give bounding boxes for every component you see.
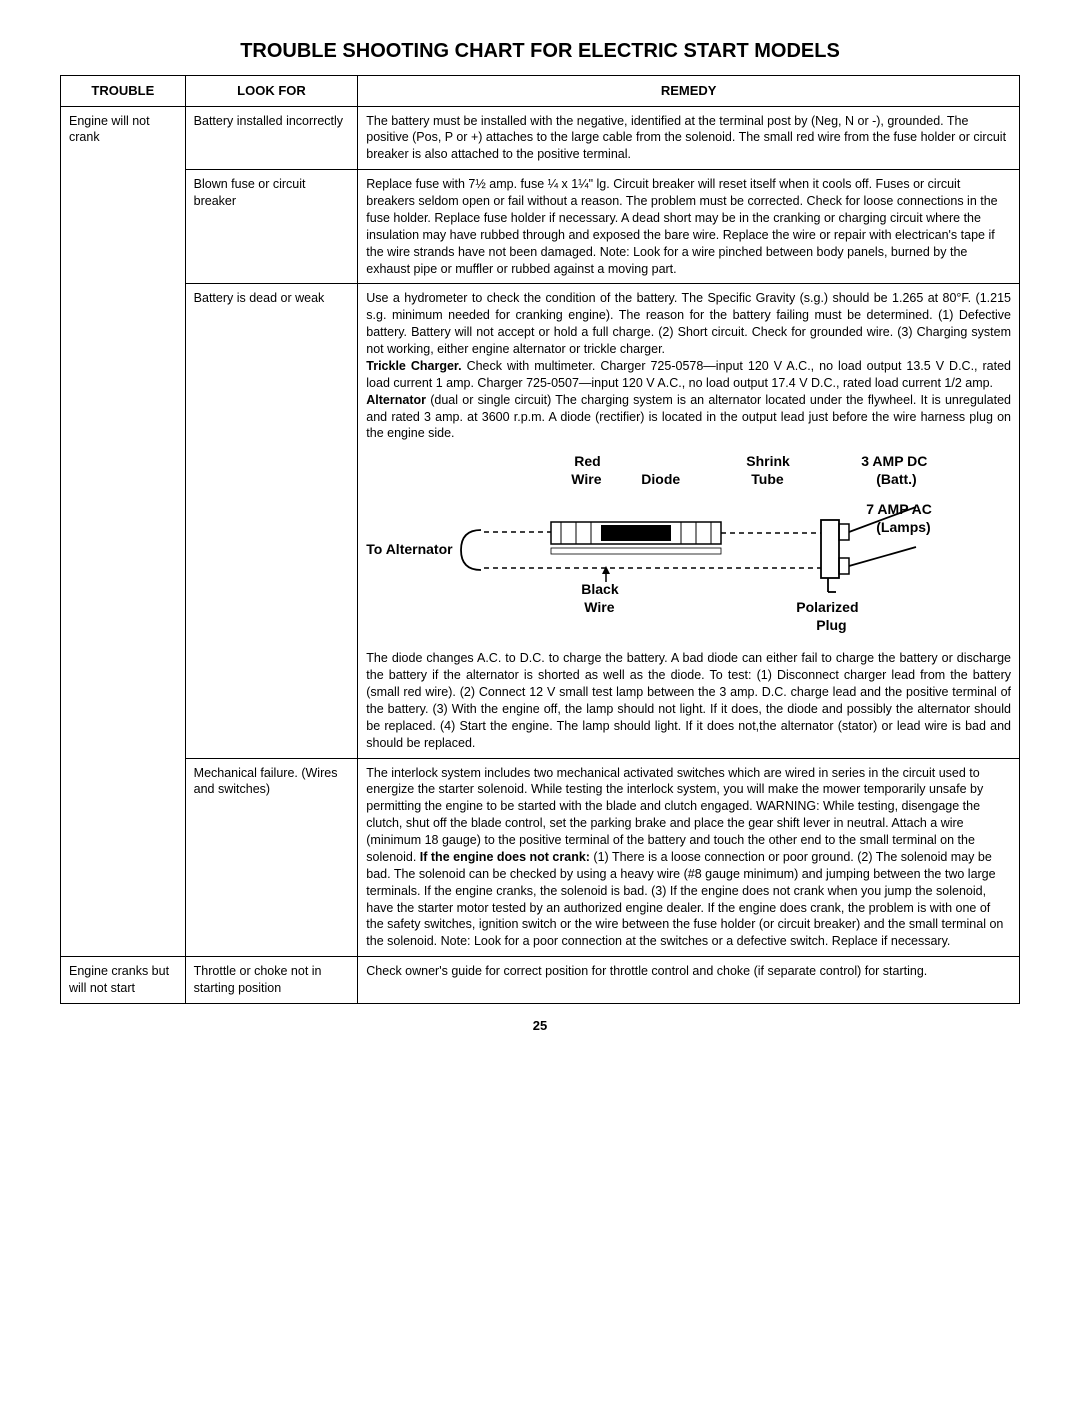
header-trouble: TROUBLE — [61, 76, 186, 107]
lookfor-cell: Battery is dead or weak — [185, 284, 358, 758]
label-polarized: Polarized — [796, 598, 858, 617]
remedy-cell: The battery must be installed with the n… — [358, 106, 1020, 170]
page-title: TROUBLE SHOOTING CHART FOR ELECTRIC STAR… — [60, 40, 1020, 63]
lead: Trickle Charger. — [366, 359, 461, 373]
remedy-cell: Use a hydrometer to check the condition … — [358, 284, 1020, 758]
trouble-cell: Engine will not crank — [61, 106, 186, 957]
wiring-diagram: Red Wire Diode Shrink Tube 3 AMP DC (Bat… — [366, 452, 1011, 642]
remedy-cell: Replace fuse with 7½ amp. fuse ¼ x 1¼" l… — [358, 170, 1020, 284]
remedy-cell: The interlock system includes two mechan… — [358, 758, 1020, 957]
label-shrink: Shrink — [746, 452, 790, 471]
page-number: 25 — [60, 1018, 1020, 1033]
label-wire: Wire — [571, 470, 601, 489]
remedy-para: The diode changes A.C. to D.C. to charge… — [366, 650, 1011, 751]
label-lamps: (Lamps) — [876, 518, 930, 537]
text: (dual or single circuit) The charging sy… — [366, 393, 1011, 441]
label-wire2: Wire — [584, 598, 614, 617]
label-red: Red — [574, 452, 600, 471]
label-batt: (Batt.) — [876, 470, 916, 489]
label-tube: Tube — [751, 470, 783, 489]
troubleshooting-table: TROUBLE LOOK FOR REMEDY Engine will not … — [60, 75, 1020, 1004]
header-remedy: REMEDY — [358, 76, 1020, 107]
label-3amp-dc: 3 AMP DC — [861, 452, 927, 471]
label-plug: Plug — [816, 616, 846, 635]
lookfor-cell: Battery installed incorrectly — [185, 106, 358, 170]
header-lookfor: LOOK FOR — [185, 76, 358, 107]
lookfor-cell: Blown fuse or circuit breaker — [185, 170, 358, 284]
remedy-para: Use a hydrometer to check the condition … — [366, 290, 1011, 358]
remedy-para: Alternator (dual or single circuit) The … — [366, 392, 1011, 443]
text: Check with multimeter. Charger 725-0578—… — [366, 359, 1011, 390]
lookfor-cell: Mechanical failure. (Wires and switches) — [185, 758, 358, 957]
lead: Alternator — [366, 393, 426, 407]
trouble-cell: Engine cranks but will not start — [61, 957, 186, 1004]
label-diode: Diode — [641, 470, 680, 489]
label-to-alt: To Alternator — [366, 540, 452, 559]
text: (1) There is a loose connection or poor … — [366, 850, 1003, 948]
lookfor-cell: Throttle or choke not in starting positi… — [185, 957, 358, 1004]
remedy-para: Trickle Charger. Check with multimeter. … — [366, 358, 1011, 392]
remedy-cell: Check owner's guide for correct position… — [358, 957, 1020, 1004]
label-black: Black — [581, 580, 618, 599]
lead: If the engine does not crank: — [420, 850, 590, 864]
label-7amp-ac: 7 AMP AC — [866, 500, 932, 519]
